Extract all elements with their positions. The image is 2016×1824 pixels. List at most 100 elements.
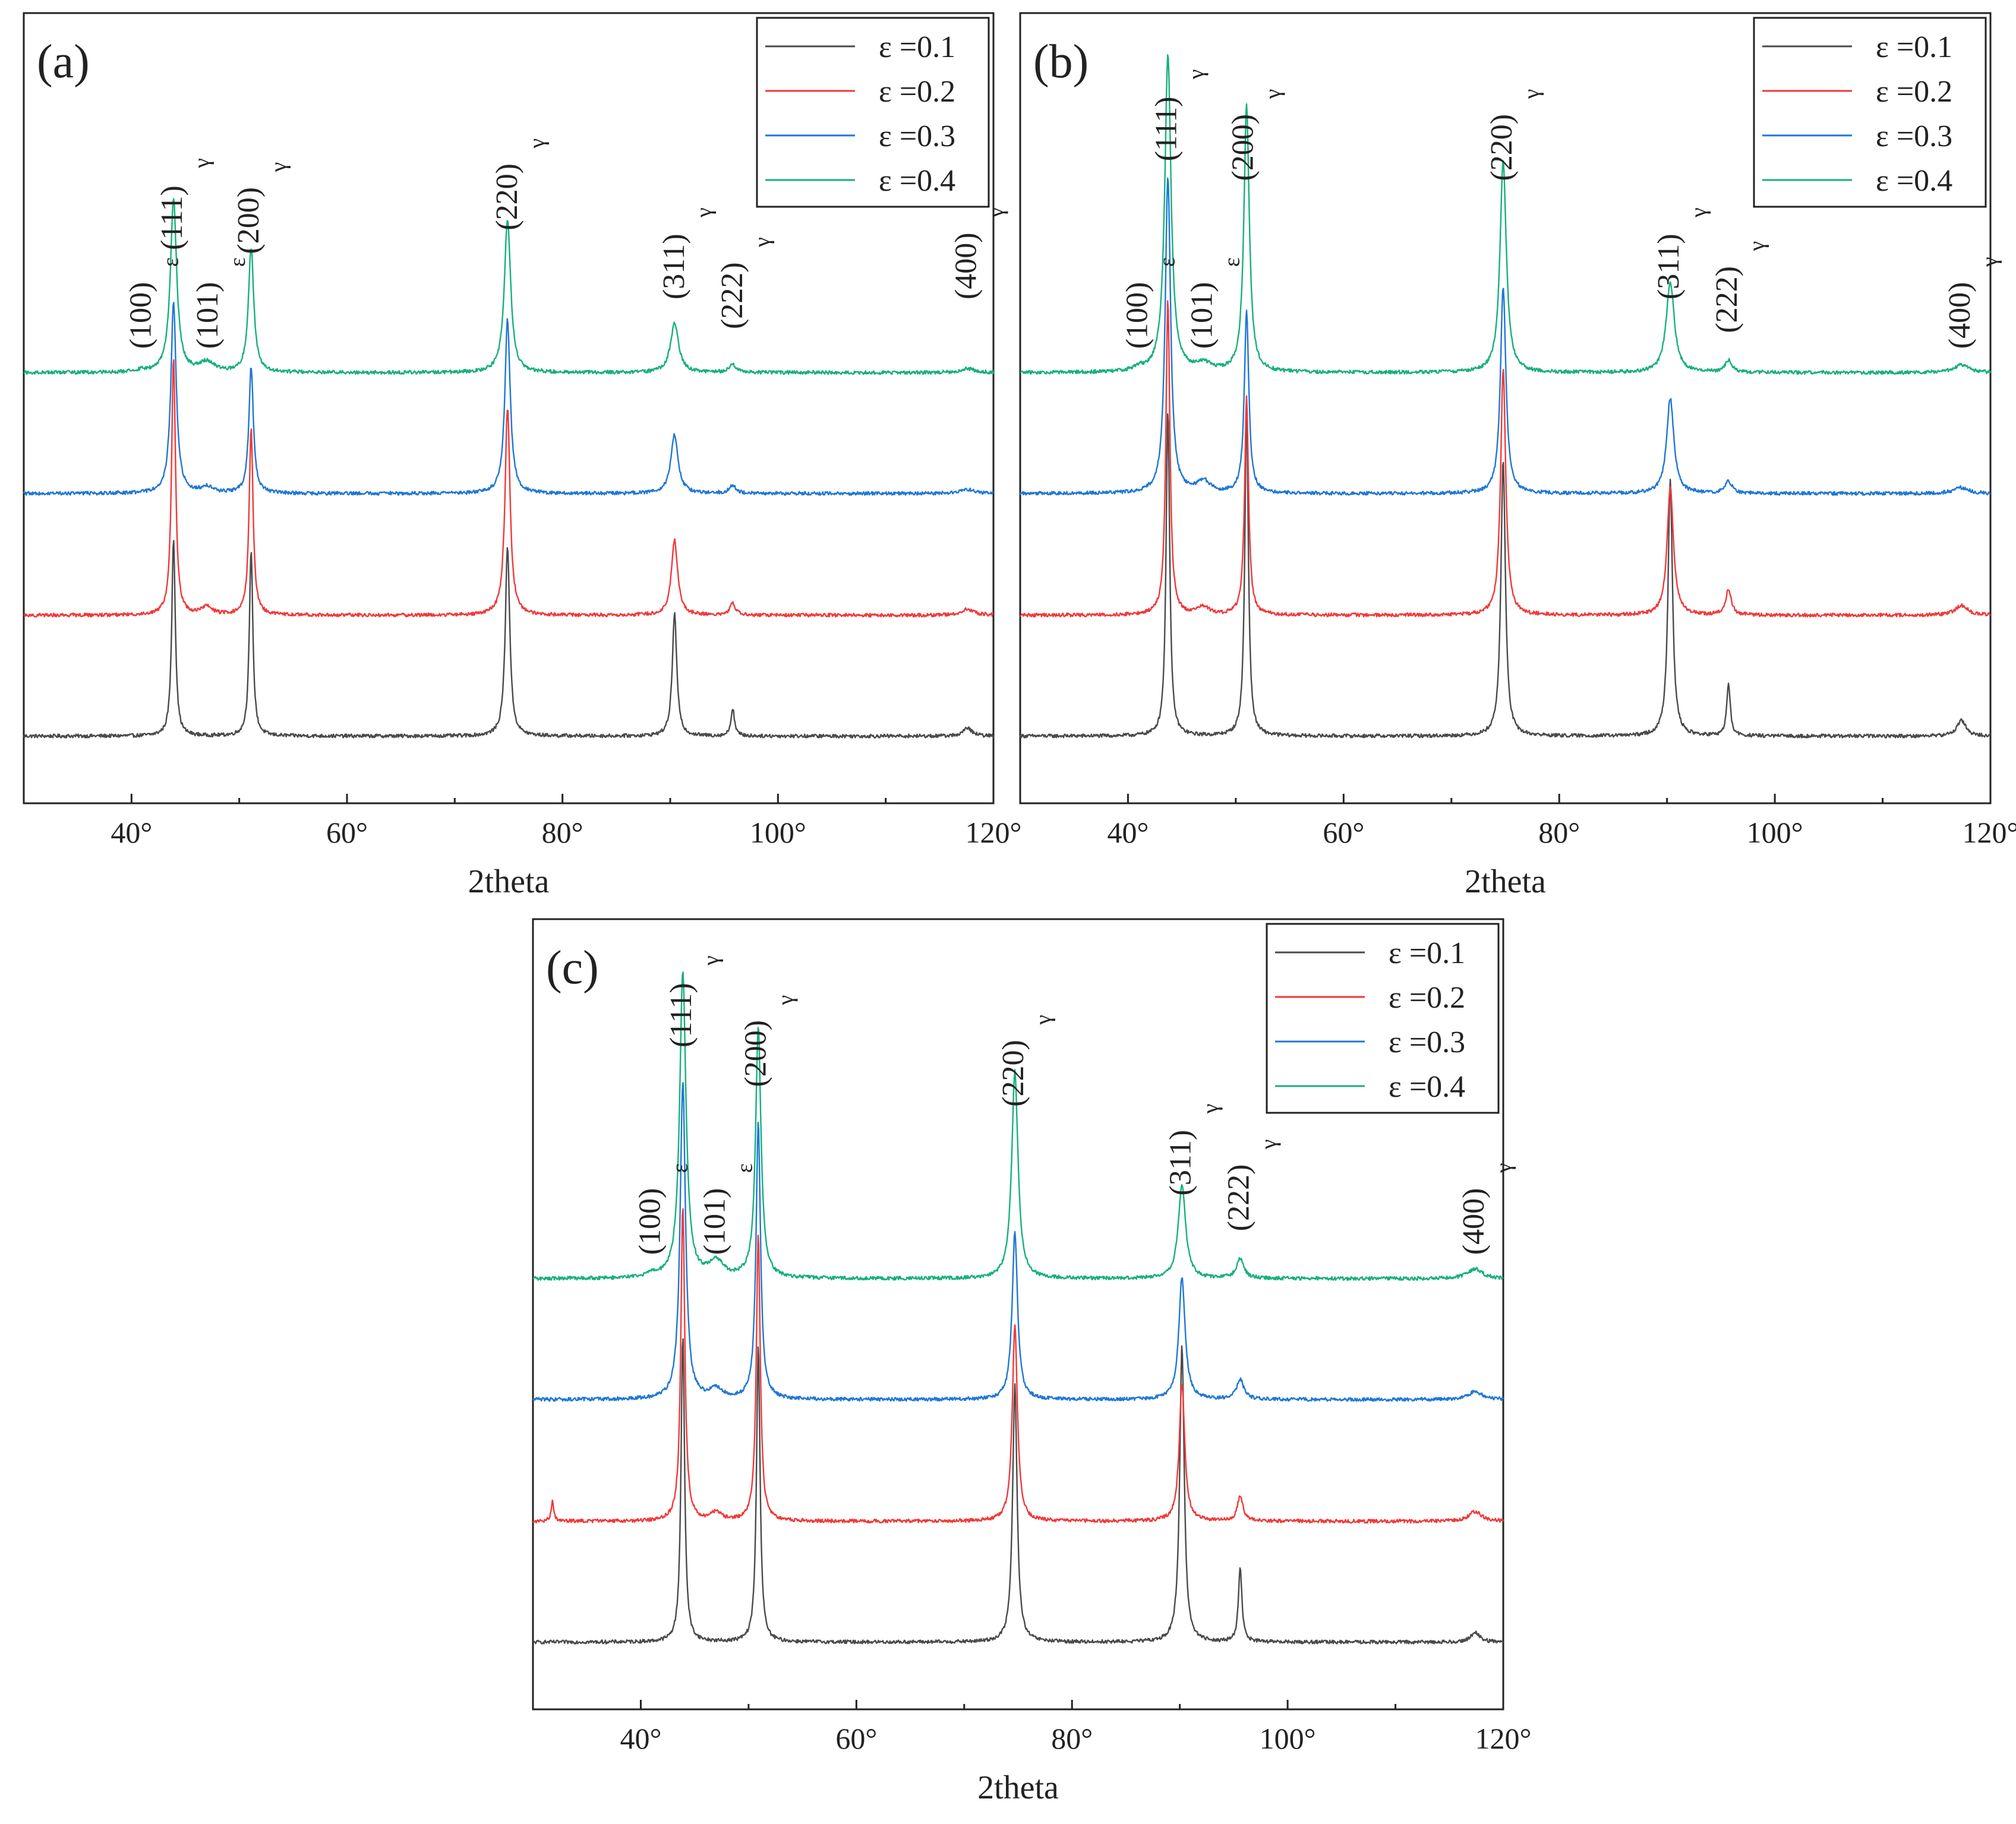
x-tick-label: 40° <box>1107 816 1149 849</box>
chart-panel-c: 40° 60° 80° 100° 120°2theta(c)(100)ε(111)γ(1… <box>532 918 1532 1806</box>
peak-phase-subscript: γ <box>1260 89 1285 100</box>
peak-label: (101) <box>698 1188 731 1255</box>
peak-phase-subscript: γ <box>525 138 550 149</box>
series-line-2 <box>23 359 994 618</box>
peak-label: (220) <box>490 163 524 231</box>
peak-label: (100) <box>1121 282 1154 349</box>
peak-label: (100) <box>124 282 157 349</box>
x-tick-label: 120° <box>1963 816 2016 849</box>
legend-label-1: ε =0.1 <box>1389 936 1465 970</box>
legend-label-2: ε =0.2 <box>879 75 955 109</box>
peak-annotation: (200) γ <box>739 995 798 1087</box>
series-line-3 <box>23 302 994 496</box>
legend-label-3: ε =0.3 <box>1389 1025 1465 1059</box>
peak-annotation: (400) γ <box>1457 1163 1516 1255</box>
series-line-4 <box>532 971 1504 1282</box>
series-line-1 <box>532 1338 1504 1645</box>
series-line-1 <box>23 539 994 739</box>
peak-annotation: (111) γ <box>664 955 724 1047</box>
series-line-3 <box>1019 177 1991 496</box>
peak-label: (200) <box>1226 114 1260 181</box>
peak-phase-subscript: ε <box>158 257 183 267</box>
plot-frame <box>1019 12 1992 804</box>
x-tick-label: 60° <box>835 1722 877 1755</box>
peak-phase-subscript: γ <box>1519 89 1544 100</box>
peak-phase-subscript: γ <box>1977 257 2002 267</box>
series-line-2 <box>532 1208 1504 1524</box>
series-line-4 <box>23 198 995 375</box>
peak-annotation: (101) ε <box>191 257 250 349</box>
peak-phase-subscript: ε <box>668 1163 693 1173</box>
legend-box <box>1266 923 1500 1114</box>
chart-panel-b: 40° 60° 80° 100° 120°2theta(b)(100)ε(111)γ(1… <box>1019 12 2016 900</box>
peak-phase-subscript: γ <box>266 162 291 173</box>
x-axis-title: 2theta <box>468 863 550 900</box>
x-tick-label: 100° <box>1747 816 1803 849</box>
peak-phase-subscript: γ <box>190 158 214 169</box>
panel-label: (a) <box>37 36 90 88</box>
x-tick-label: 80° <box>1051 1722 1093 1755</box>
peak-phase-subscript: γ <box>1744 241 1769 252</box>
peak-phase-subscript: γ <box>750 237 775 248</box>
peak-label: (200) <box>739 1020 772 1087</box>
series-line-3 <box>532 1082 1504 1402</box>
peak-phase-subscript: γ <box>699 955 724 966</box>
peak-phase-subscript: ε <box>1155 257 1180 267</box>
legend-label-3: ε =0.3 <box>1876 119 1952 153</box>
peak-annotation: (311) γ <box>657 207 717 299</box>
legend-label-1: ε =0.1 <box>879 30 955 64</box>
x-tick-label: 100° <box>750 816 806 849</box>
peak-annotation: (200) γ <box>1226 89 1285 181</box>
peak-annotation: (311) γ <box>1163 1104 1223 1196</box>
peak-label: (101) <box>191 282 225 349</box>
peak-label: (111) <box>155 185 189 250</box>
peak-phase-subscript: γ <box>1198 1104 1223 1115</box>
x-tick-label: 40° <box>620 1722 661 1755</box>
x-tick-label: 100° <box>1260 1722 1316 1755</box>
peak-annotation: (101) ε <box>698 1163 757 1255</box>
peak-annotation: (400) γ <box>949 207 1008 299</box>
x-axis-title: 2theta <box>977 1769 1059 1806</box>
legend-box <box>756 17 990 208</box>
peak-label: (101) <box>1185 282 1219 349</box>
peak-phase-subscript: ε <box>1219 257 1244 267</box>
peak-annotation: (220) γ <box>996 1015 1056 1107</box>
legend-label-1: ε =0.1 <box>1876 30 1952 64</box>
peak-annotation: (222) γ <box>715 237 775 329</box>
legend-label-4: ε =0.4 <box>1876 164 1952 198</box>
peak-phase-subscript: ε <box>225 257 250 267</box>
x-axis-title: 2theta <box>1465 863 1546 900</box>
peak-annotation: (111) γ <box>1150 69 1209 161</box>
legend: ε =0.1 ε =0.2 ε =0.3 ε =0.4 <box>1753 17 1987 208</box>
legend: ε =0.1 ε =0.2 ε =0.3 ε =0.4 <box>1266 923 1500 1114</box>
peak-phase-subscript: ε <box>732 1163 757 1173</box>
peak-label: (111) <box>1150 96 1184 161</box>
peak-annotation: (220) γ <box>490 138 550 231</box>
peak-phase-subscript: γ <box>773 995 798 1006</box>
peak-annotation: (111) γ <box>155 158 214 250</box>
peak-label: (200) <box>232 187 266 254</box>
peak-label: (311) <box>1652 233 1686 299</box>
x-tick-label: 120° <box>966 816 1022 849</box>
peak-annotation: (222) γ <box>1222 1139 1281 1231</box>
legend-label-4: ε =0.4 <box>879 164 955 198</box>
legend-label-3: ε =0.3 <box>879 119 955 153</box>
x-tick-label: 40° <box>111 816 152 849</box>
series-line-4 <box>1020 54 1992 375</box>
peak-label: (400) <box>1457 1188 1491 1255</box>
x-tick-label: 80° <box>1538 816 1580 849</box>
peak-annotation: (200) γ <box>232 162 291 254</box>
legend-label-2: ε =0.2 <box>1389 981 1465 1015</box>
peak-annotation: (311) γ <box>1652 207 1711 299</box>
x-tick-label: 80° <box>542 816 583 849</box>
series-line-2 <box>1019 300 1991 618</box>
plot-frame <box>23 12 995 804</box>
x-tick-label: 120° <box>1475 1722 1532 1755</box>
peak-annotation: (222) γ <box>1710 241 1769 333</box>
peak-annotation: (220) γ <box>1485 89 1544 181</box>
peak-label: (100) <box>633 1188 667 1255</box>
peak-label: (222) <box>715 262 749 329</box>
peak-label: (400) <box>949 232 983 299</box>
peak-phase-subscript: γ <box>983 207 1008 218</box>
